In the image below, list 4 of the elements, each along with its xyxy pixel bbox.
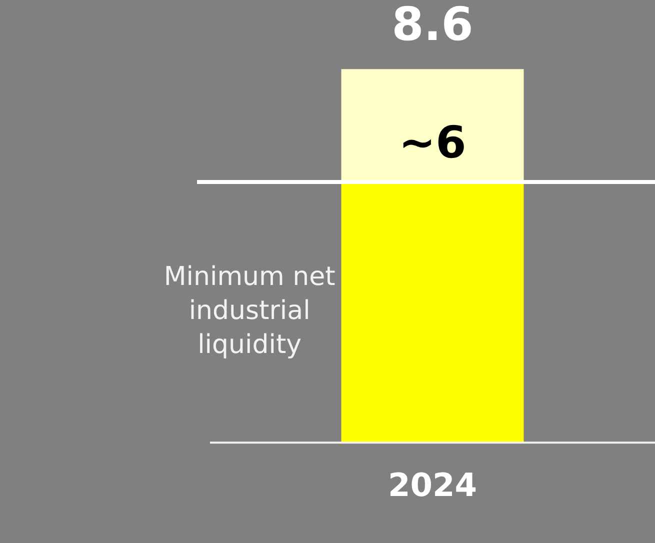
data-label: ~6 xyxy=(398,117,466,168)
series-label: Minimum net industrial liquidity xyxy=(164,262,336,360)
x-tick-label: 2024 xyxy=(388,466,478,504)
total-label: 8.6 xyxy=(392,0,474,52)
